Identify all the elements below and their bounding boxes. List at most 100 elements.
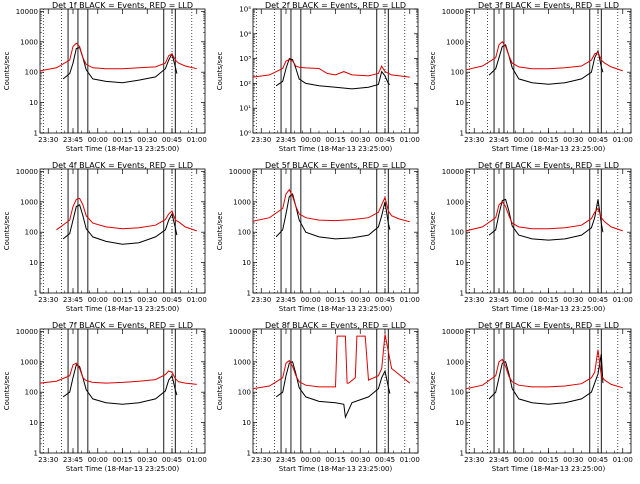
panel-det-4f: Det 4f BLACK = Events, RED = LLD 1 10 100 10… [0, 160, 213, 320]
y-tick-label: 10⁴ [239, 30, 251, 38]
y-tick-label: 10000 [442, 328, 464, 336]
chart-title: Det 3f BLACK = Events, RED = LLD [478, 1, 619, 10]
series-events-line [488, 44, 604, 85]
chart-svg: Det 1f BLACK = Events, RED = LLD 1 10 100 10… [3, 1, 207, 153]
y-tick-label: 10 [29, 99, 38, 107]
series-events-line [275, 57, 391, 90]
x-tick-label: 00:30 [563, 296, 583, 304]
x-tick-label: 00:30 [563, 456, 583, 464]
x-tick-label: 00:15 [538, 136, 558, 144]
x-tick-label: 23:45 [276, 296, 296, 304]
y-tick-label: 10² [239, 80, 251, 88]
x-tick-label: 00:30 [137, 456, 157, 464]
x-tick-label: 01:00 [187, 136, 207, 144]
panel-det-3f: Det 3f BLACK = Events, RED = LLD 1 10 100 10… [426, 0, 639, 160]
y-tick-label: 10000 [229, 328, 251, 336]
panel-det-7f: Det 7f BLACK = Events, RED = LLD 1 10 100 10… [0, 320, 213, 480]
x-tick-label: 00:45 [162, 136, 182, 144]
chart-title: Det 9f BLACK = Events, RED = LLD [478, 321, 619, 330]
y-axis-label: Counts/sec [3, 52, 11, 91]
y-tick-label: 10 [455, 419, 464, 427]
x-tick-label: 00:45 [588, 136, 608, 144]
x-tick-label: 00:15 [325, 456, 345, 464]
x-axis-label: Start Time (18-Mar-13 23:25:00) [492, 145, 606, 153]
x-tick-label: 23:45 [63, 456, 83, 464]
x-tick-label: 01:00 [400, 456, 420, 464]
x-tick-label: 00:00 [514, 136, 534, 144]
x-tick-label: 01:00 [613, 296, 633, 304]
x-tick-label: 23:45 [489, 136, 509, 144]
y-tick-label: 10 [455, 259, 464, 267]
x-tick-label: 00:45 [588, 456, 608, 464]
plot-frame [39, 328, 206, 454]
chart-svg: Det 5f BLACK = Events, RED = LLD 1 10 100 10… [216, 161, 420, 313]
x-tick-label: 00:30 [137, 136, 157, 144]
x-tick-label: 23:30 [251, 136, 271, 144]
x-tick-label: 01:00 [400, 136, 420, 144]
y-tick-label: 1 [247, 450, 251, 458]
y-tick-label: 10 [242, 419, 251, 427]
x-tick-label: 00:15 [538, 296, 558, 304]
x-tick-label: 00:00 [301, 296, 321, 304]
y-tick-label: 1 [247, 290, 251, 298]
x-tick-label: 01:00 [613, 456, 633, 464]
x-axis-label: Start Time (18-Mar-13 23:25:00) [279, 145, 393, 153]
y-tick-label: 100 [25, 69, 38, 77]
series-lld-line [252, 188, 410, 223]
x-tick-label: 00:15 [325, 136, 345, 144]
series-lld-line [465, 41, 623, 72]
y-tick-label: 100 [451, 389, 464, 397]
series-lld-line [39, 362, 197, 385]
x-tick-label: 00:45 [375, 296, 395, 304]
chart-title: Det 5f BLACK = Events, RED = LLD [265, 161, 406, 170]
series-events-line [62, 46, 178, 84]
x-tick-label: 23:45 [63, 296, 83, 304]
x-tick-label: 23:30 [464, 136, 484, 144]
series-lld-line [252, 59, 410, 78]
y-tick-label: 100 [451, 229, 464, 237]
y-tick-label: 10000 [442, 168, 464, 176]
x-tick-label: 00:15 [112, 136, 132, 144]
y-tick-label: 1000 [233, 198, 251, 206]
y-tick-label: 1 [460, 130, 464, 138]
y-tick-label: 100 [25, 389, 38, 397]
series-events-line [275, 361, 391, 420]
y-tick-label: 1000 [20, 38, 38, 46]
y-tick-label: 1000 [233, 358, 251, 366]
panel-det-6f: Det 6f BLACK = Events, RED = LLD 1 10 100 10… [426, 160, 639, 320]
x-axis-label: Start Time (18-Mar-13 23:25:00) [492, 305, 606, 313]
y-tick-label: 10⁵ [239, 6, 251, 14]
chart-svg: Det 2f BLACK = Events, RED = LLD 10⁰ 10¹ 10… [216, 1, 420, 153]
x-tick-label: 00:15 [325, 296, 345, 304]
series-lld-line [39, 42, 197, 72]
y-tick-label: 10¹ [239, 105, 251, 113]
chart-svg: Det 4f BLACK = Events, RED = LLD 1 10 100 10… [3, 161, 207, 313]
plot-frame [465, 328, 632, 454]
y-axis-label: Counts/sec [429, 52, 437, 91]
x-tick-label: 00:45 [162, 456, 182, 464]
x-tick-label: 00:30 [137, 296, 157, 304]
panel-det-8f: Det 8f BLACK = Events, RED = LLD 1 10 100 10… [213, 320, 426, 480]
chart-title: Det 6f BLACK = Events, RED = LLD [478, 161, 619, 170]
x-tick-label: 23:30 [38, 456, 58, 464]
y-tick-label: 100 [238, 389, 251, 397]
x-tick-label: 23:45 [63, 136, 83, 144]
y-tick-label: 1 [34, 290, 38, 298]
x-tick-label: 00:30 [563, 136, 583, 144]
x-tick-label: 01:00 [400, 296, 420, 304]
y-tick-label: 10 [29, 259, 38, 267]
y-tick-label: 1 [34, 450, 38, 458]
x-axis-label: Start Time (18-Mar-13 23:25:00) [66, 465, 180, 473]
y-tick-label: 100 [25, 229, 38, 237]
panel-det-1f: Det 1f BLACK = Events, RED = LLD 1 10 100 10… [0, 0, 213, 160]
y-tick-label: 1000 [20, 358, 38, 366]
plot-frame [465, 8, 632, 134]
y-tick-label: 100 [238, 229, 251, 237]
chart-title: Det 1f BLACK = Events, RED = LLD [52, 1, 193, 10]
y-axis-label: Counts/sec [3, 372, 11, 411]
y-tick-label: 10⁰ [239, 130, 251, 138]
x-tick-label: 00:00 [514, 296, 534, 304]
y-tick-label: 10³ [239, 55, 251, 63]
x-tick-label: 00:45 [588, 296, 608, 304]
panel-det-9f: Det 9f BLACK = Events, RED = LLD 1 10 100 10… [426, 320, 639, 480]
